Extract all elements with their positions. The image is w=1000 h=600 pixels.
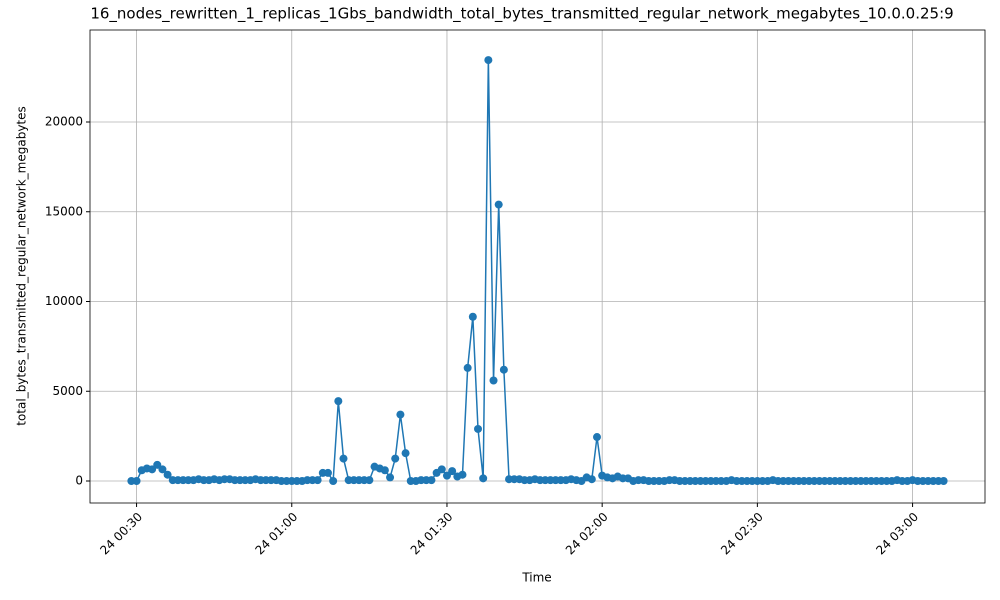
data-point [365,476,374,485]
data-point [494,200,503,209]
data-point [463,363,472,372]
data-point [323,468,332,477]
data-point [396,410,405,419]
data-point [592,433,601,442]
data-point [153,460,162,469]
y-axis-label: total_bytes_transmitted_regular_network_… [15,106,29,426]
y-tick-label: 15000 [45,204,83,218]
data-point [334,397,343,406]
data-point [158,465,167,474]
data-point [484,56,493,65]
data-point [587,475,596,484]
data-point [380,466,389,475]
data-point [437,465,446,474]
data-point [329,477,338,486]
plot-frame [89,29,986,504]
data-point [499,365,508,374]
data-point [148,465,157,474]
y-tick-label: 5000 [52,384,83,398]
chart-title: 16_nodes_rewritten_1_replicas_1Gbs_bandw… [90,5,953,24]
data-point [468,312,477,321]
data-point [479,474,488,483]
data-point [458,470,467,479]
y-tick-label: 10000 [45,294,83,308]
data-point [474,424,483,433]
data-point [442,471,451,480]
data-point [448,467,457,476]
data-point [489,376,498,385]
y-tick-label: 0 [75,474,83,488]
data-point [132,477,141,486]
data-point [386,473,395,482]
data-point [427,476,436,485]
data-point [401,449,410,458]
data-point [939,477,948,486]
data-point [391,454,400,463]
data-point [339,454,348,463]
y-tick-label: 20000 [45,114,83,128]
data-point [313,476,322,485]
x-axis-label: Time [521,571,551,585]
data-point [163,470,172,479]
